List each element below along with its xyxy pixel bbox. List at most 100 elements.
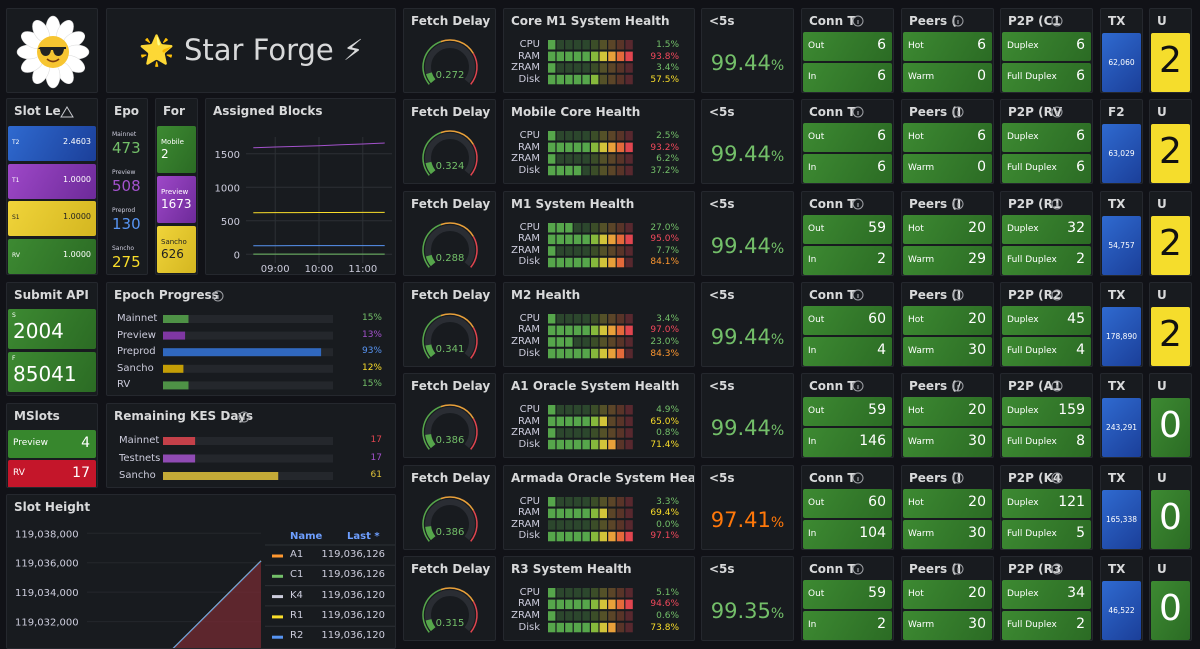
peers-box: Hot 6 [903,32,992,61]
info-icon [1051,380,1063,392]
y-tick-label: 500 [221,217,240,228]
peers-label: Hot [908,132,924,143]
panel-graphic: 119,030,000 119,032,000 119,034,000 119,036… [15,529,395,649]
led-segment [565,405,573,415]
p2p-value: 5 [1076,524,1085,541]
metric-value: 65.0% [650,416,679,427]
led-segment [573,428,582,438]
led-segment [573,245,582,256]
led-segment [582,428,590,438]
panel-graphic [852,198,864,210]
led-segment [565,166,573,176]
panel-title: For [163,104,185,118]
led-segment [599,63,607,73]
rate-stat: 99.35% [702,599,793,623]
epoch-label: Preprod [112,207,136,214]
bar-value: 17 [370,452,382,463]
panel-graphic [952,472,964,483]
slot-leader-box: T1 1.0000 [8,163,96,199]
led-segment [556,325,564,335]
led-segment [556,154,564,164]
bar-track [163,331,333,340]
peers-value: 20 [968,219,986,236]
led-segment [556,337,564,347]
panel-title: TX [1108,287,1126,302]
info-icon [952,380,964,392]
bar-value: 17 [370,435,382,445]
panel-title: U [1157,105,1167,120]
info-icon [1051,563,1063,575]
led-segment [591,610,599,621]
led-segment [548,166,556,176]
rate-unit: % [770,58,785,74]
peers-box: Hot 20 [903,397,992,427]
gauge-value [425,618,436,631]
led-segment [565,439,573,450]
peers-label: Hot [908,406,924,417]
p2p-panel: P2P (K4 Duplex 121 Full Duplex 5 [1000,464,1093,550]
info-icon [952,472,964,483]
gauge-threshold [422,223,442,268]
metric-value: 37.2% [650,166,679,177]
led-segment [625,40,633,50]
peers-value: 20 [968,493,986,510]
legend-name: A1 [290,549,304,560]
bar-label: Mainnet [119,435,160,446]
panel-title: Peers (I [909,105,962,120]
rate-panel: <5s 99.35% [701,555,794,641]
led-segment [573,63,582,73]
metric-label: Disk [518,530,540,542]
info-icon [1051,198,1063,210]
gauge-value [425,525,436,540]
gauge-label: 0.272 [436,70,465,81]
led-segment [573,257,582,267]
info-icon [852,472,864,483]
panel-title: Assigned Blocks [213,104,323,118]
peers-label: Hot [908,223,924,234]
conn-label: In [808,254,817,265]
conn-box: In 4 [803,336,892,366]
metric-value: 97.1% [650,531,679,542]
led-segment [582,416,590,427]
panel-graphic [1051,15,1063,27]
peers-label: Warm [908,163,935,174]
forge-label: Mobile [161,138,184,146]
y-tick-label: 119,030,000 [15,647,79,649]
info-icon [852,380,864,392]
panel-title: M2 Health [511,287,581,302]
slot-leader-value: 1.0000 [63,249,91,259]
led-segment [608,234,616,244]
mslots-value: 17 [72,465,90,481]
led-segment [565,222,573,233]
bar [163,472,279,480]
led-segment [556,40,564,50]
peers-box: Hot 6 [903,123,992,153]
led-segment [556,439,564,450]
panel-title: Conn T [809,14,856,28]
u-value: 2 [1159,222,1182,264]
led-segment [591,508,599,518]
led-segment [548,519,556,530]
led-segment [565,622,573,633]
led-segment [591,519,599,530]
panel-graphic [548,405,633,450]
led-segment [591,428,599,438]
led-segment [548,63,556,73]
panel-title: Fetch Delay [411,470,491,485]
led-segment [608,622,616,633]
forge-label: Sancho [161,238,187,246]
metric-label: ZRAM [511,609,540,621]
y-tick-label: 119,036,000 [15,559,79,570]
peers-value: 20 [968,402,986,419]
led-segment [582,154,590,164]
peers-label: Warm [908,72,935,82]
rate-value: 97.41 [710,507,771,532]
gauge-threshold [440,587,475,602]
rate-value: 99.44 [710,416,771,441]
metric-value: 3.4% [656,63,679,74]
panel-title: Remaining KES Days [114,409,254,423]
rate-unit: % [770,514,785,531]
gauge-threshold [422,40,442,85]
p2p-box: Full Duplex 4 [1002,336,1091,366]
